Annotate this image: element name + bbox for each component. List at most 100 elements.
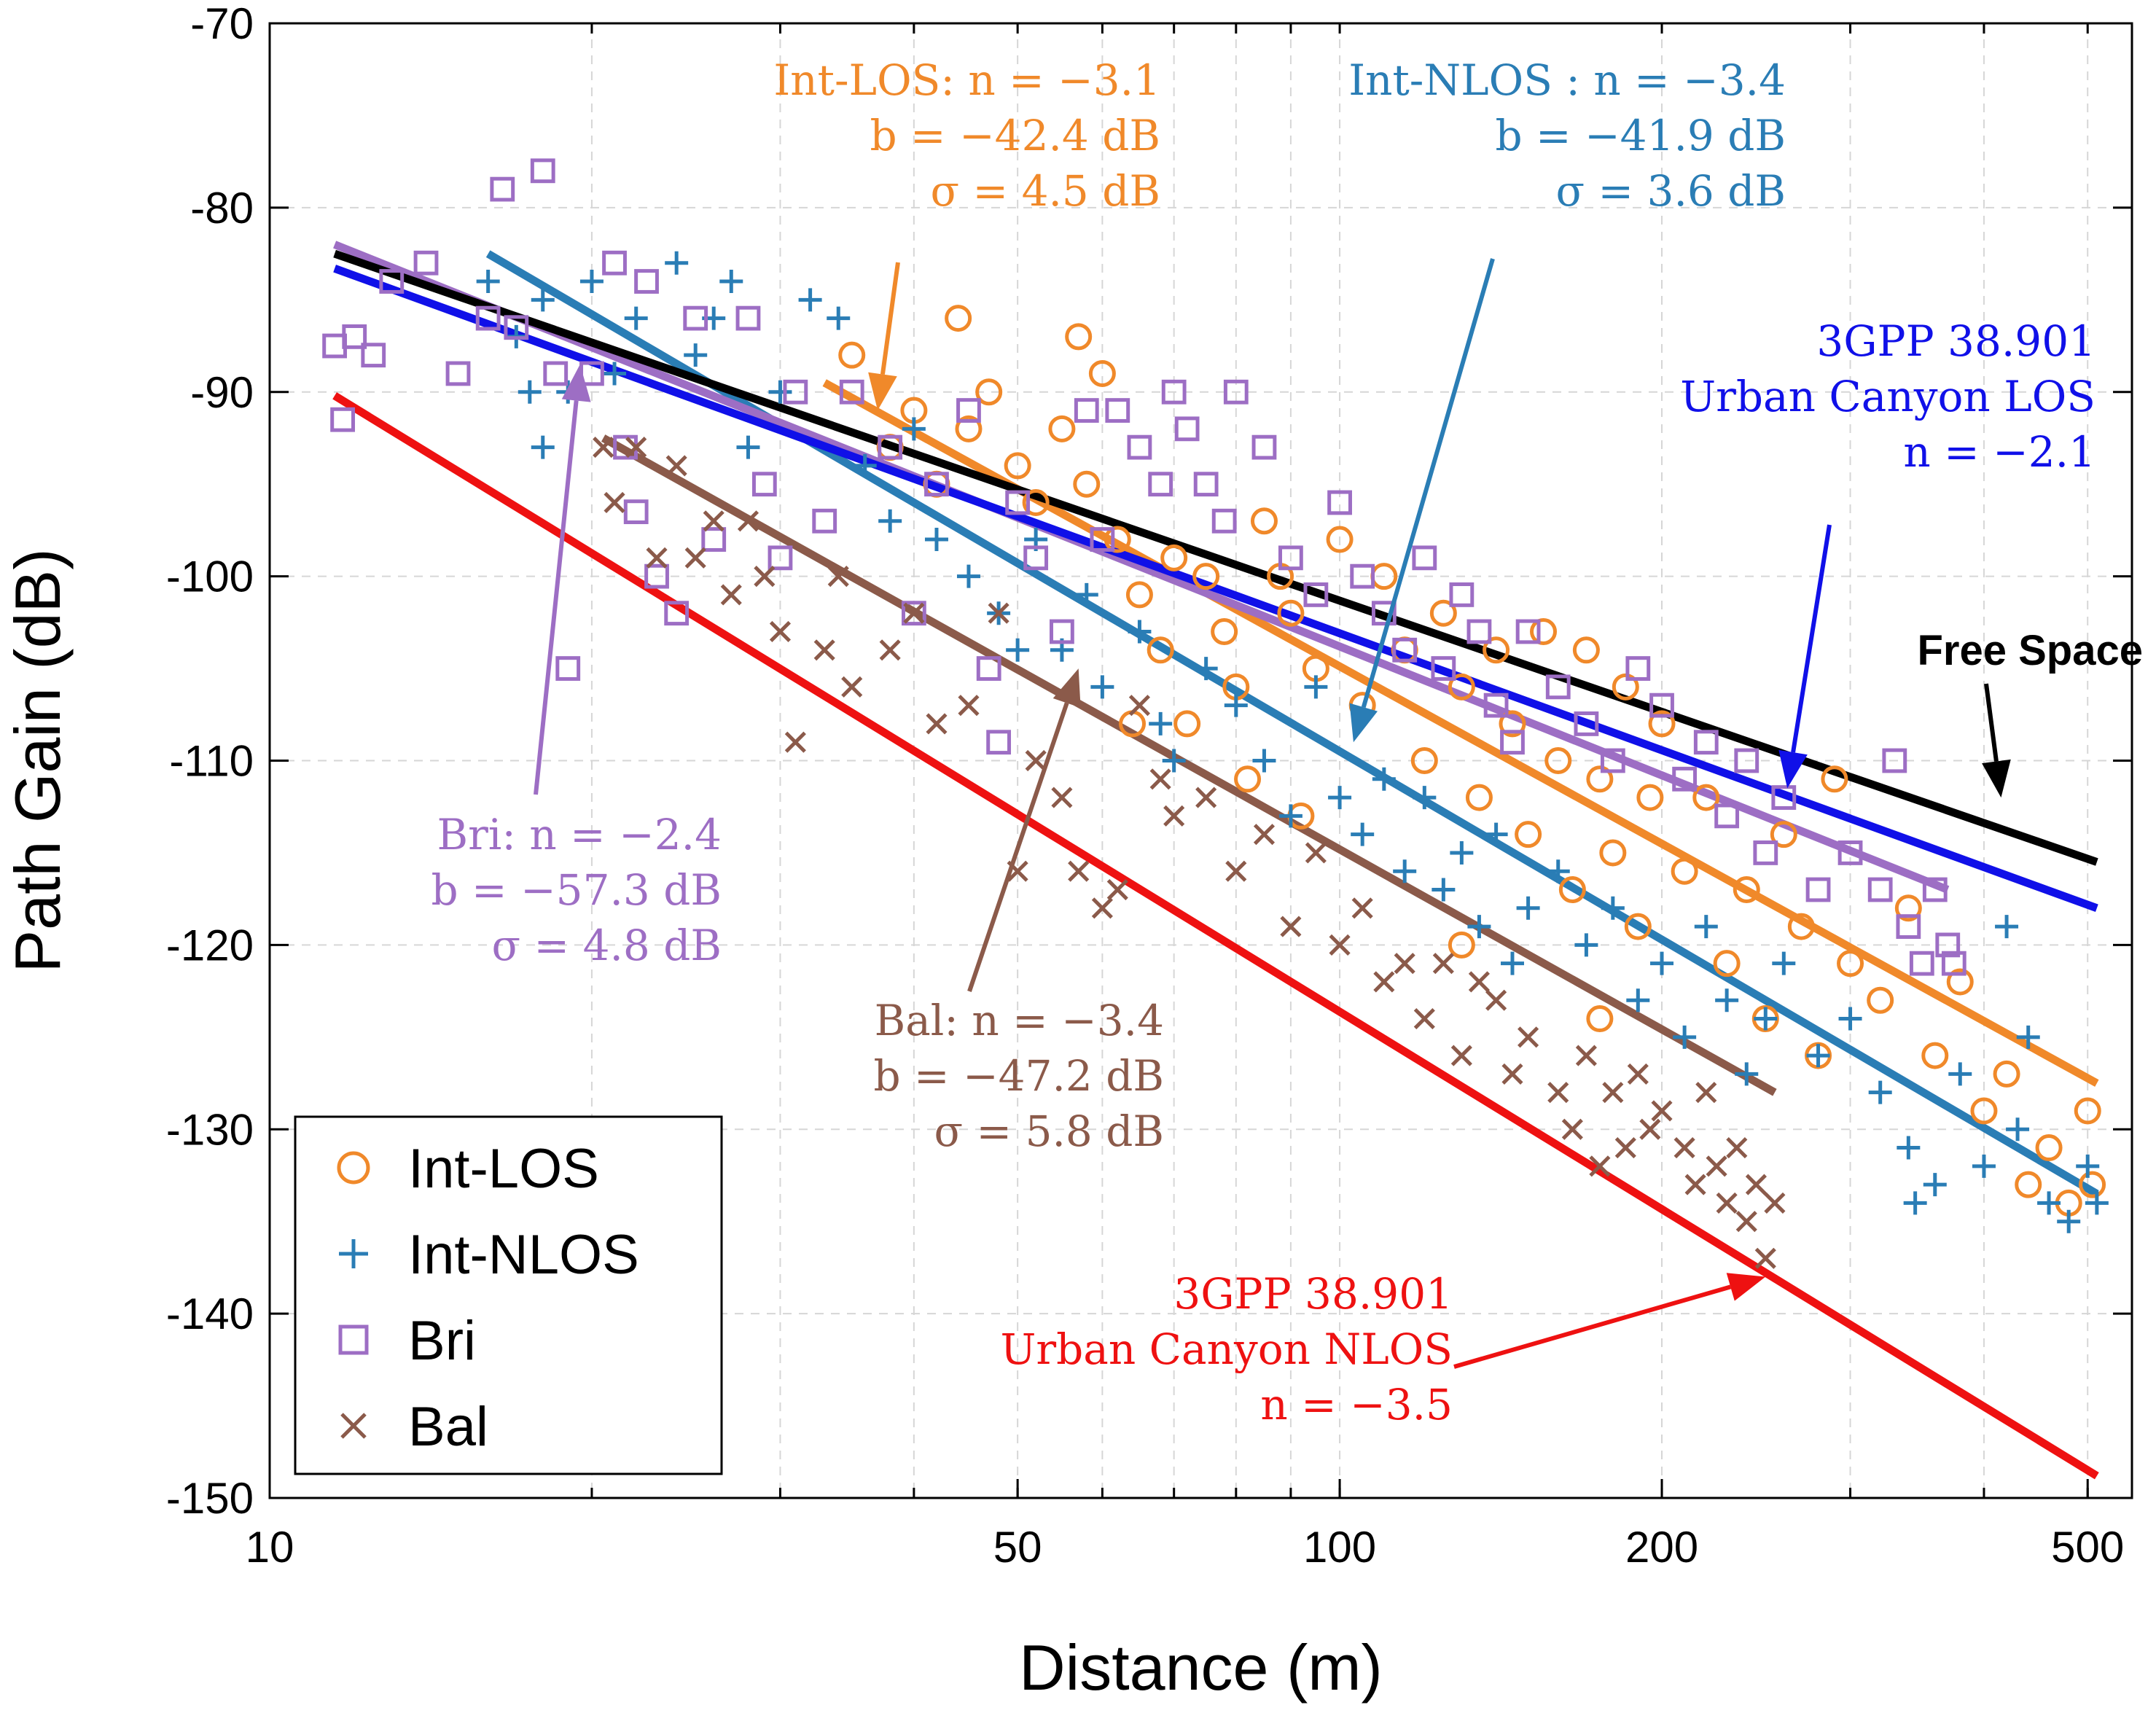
point-bri <box>1193 472 1219 497</box>
point-int-nlos <box>1500 951 1524 975</box>
annotation-int-nlos-line: b = −41.9 dB <box>1495 111 1786 160</box>
point-bri <box>1574 711 1599 736</box>
annotation-arrowhead-bri <box>561 364 591 402</box>
point-bal <box>1673 1136 1695 1159</box>
point-int-nlos <box>1351 822 1375 846</box>
point-int-los <box>1515 821 1542 848</box>
point-int-los <box>1770 821 1797 848</box>
annotation-los-3gpp-line: 3GPP 38.901 <box>1816 316 2096 366</box>
point-bal <box>1329 934 1351 956</box>
annotation-arrowhead-int-nlos <box>1349 703 1378 743</box>
point-bal <box>1764 1192 1786 1214</box>
point-int-nlos <box>2057 1209 2081 1233</box>
annotation-arrow-los-3gpp <box>1791 524 1832 753</box>
y-tick-label: -70 <box>190 0 254 48</box>
point-int-nlos <box>1194 657 1218 681</box>
point-bri <box>1466 619 1492 644</box>
annotation-bal-line: Bal: n = −3.4 <box>875 996 1164 1045</box>
point-bri <box>342 324 367 349</box>
point-bri <box>1909 951 1934 976</box>
point-int-los <box>1586 1005 1614 1033</box>
point-bri <box>1211 508 1237 534</box>
fit-line-3gpp-38-901-urban-canyon-nlos <box>332 392 2099 1480</box>
point-bri <box>1090 527 1115 552</box>
annotation-arrowhead-los-3gpp <box>1778 749 1808 789</box>
point-bri <box>1500 730 1525 755</box>
point-int-los <box>1921 1042 1949 1069</box>
point-int-los <box>1499 710 1526 738</box>
legend-marker-bal <box>340 1413 367 1439</box>
point-int-los <box>1073 470 1101 498</box>
point-int-los <box>1277 599 1305 627</box>
y-tick-label: -90 <box>190 368 254 417</box>
fit-line-bal <box>601 434 1777 1096</box>
point-bri <box>1327 490 1352 515</box>
point-bal <box>1589 1155 1611 1177</box>
point-int-los <box>1648 710 1676 738</box>
legend: Int-LOS Int-NLOS Bri Bal <box>294 1115 723 1475</box>
x-tick-label: 500 <box>2051 1523 2124 1572</box>
annotation-los-3gpp-line: n = −2.1 <box>1903 427 2096 477</box>
point-bal <box>604 491 625 514</box>
annotation-bri-line: Bri: n = −2.4 <box>437 810 722 859</box>
point-bal <box>1716 1192 1738 1214</box>
point-bri <box>683 305 708 331</box>
fit-line-3gpp-38-901-urban-canyon-los <box>333 265 2098 912</box>
point-bal <box>1149 768 1171 790</box>
point-bri <box>1672 766 1698 792</box>
point-int-los <box>1448 931 1475 959</box>
legend-label-bal: Bal <box>408 1396 488 1458</box>
point-int-los <box>1599 839 1627 867</box>
point-bal <box>1614 1136 1636 1159</box>
point-bri <box>543 361 569 386</box>
point-int-los <box>1713 950 1741 978</box>
point-bri <box>1148 472 1173 497</box>
point-bri <box>1714 803 1740 829</box>
legend-label-int-los: Int-LOS <box>408 1138 599 1200</box>
point-int-nlos <box>1673 1025 1697 1049</box>
point-bri <box>1174 416 1200 442</box>
point-bal <box>1684 1174 1706 1195</box>
point-bal <box>1413 1007 1435 1030</box>
y-tick-label: -130 <box>166 1105 254 1154</box>
point-bal <box>1501 1063 1523 1085</box>
y-tick-label: -150 <box>166 1474 254 1523</box>
fit-lines <box>332 241 2099 1480</box>
point-bri <box>504 315 529 340</box>
point-int-nlos <box>1868 1080 1892 1104</box>
point-int-los <box>1558 876 1586 904</box>
axes: 10 50 100 200 500 -150 -140 -130 -120 -110 -100 -90… <box>166 0 2132 1572</box>
point-bal <box>1195 787 1217 808</box>
point-bal <box>1351 897 1373 919</box>
point-int-los <box>1483 636 1510 664</box>
legend-label-int-nlos: Int-NLOS <box>408 1224 639 1286</box>
point-bri <box>322 333 348 359</box>
point-int-los <box>2074 1097 2101 1125</box>
point-bri <box>924 472 949 497</box>
y-tick-label: -110 <box>169 737 254 786</box>
point-bal <box>1695 1082 1717 1104</box>
point-int-nlos <box>2016 1025 2040 1049</box>
annotation-arrow-bri <box>534 400 579 795</box>
point-int-nlos <box>1162 749 1186 773</box>
point-int-los <box>1065 323 1093 351</box>
point-int-nlos <box>1838 1007 1862 1031</box>
point-bri <box>1105 398 1130 423</box>
point-bri <box>1805 877 1831 902</box>
point-int-nlos <box>1484 822 1508 846</box>
annotation-bal-line: b = −47.2 dB <box>873 1051 1164 1101</box>
point-int-los <box>1572 636 1600 664</box>
point-int-los <box>1733 876 1760 904</box>
x-tick-label: 50 <box>993 1523 1042 1572</box>
y-axis-title: Path Gain (dB) <box>1 548 74 972</box>
point-bri <box>735 305 761 331</box>
point-bri <box>751 472 777 497</box>
point-bri <box>330 407 356 432</box>
point-bri <box>1867 877 1893 902</box>
point-bal <box>1745 1174 1767 1195</box>
legend-label-bri: Bri <box>408 1310 476 1372</box>
point-int-nlos <box>579 270 604 294</box>
point-bal <box>1651 1100 1673 1122</box>
point-int-los <box>1429 599 1457 627</box>
point-int-los <box>1671 857 1698 885</box>
